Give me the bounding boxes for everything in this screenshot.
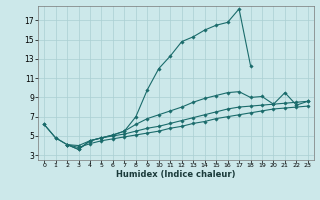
X-axis label: Humidex (Indice chaleur): Humidex (Indice chaleur) xyxy=(116,170,236,179)
